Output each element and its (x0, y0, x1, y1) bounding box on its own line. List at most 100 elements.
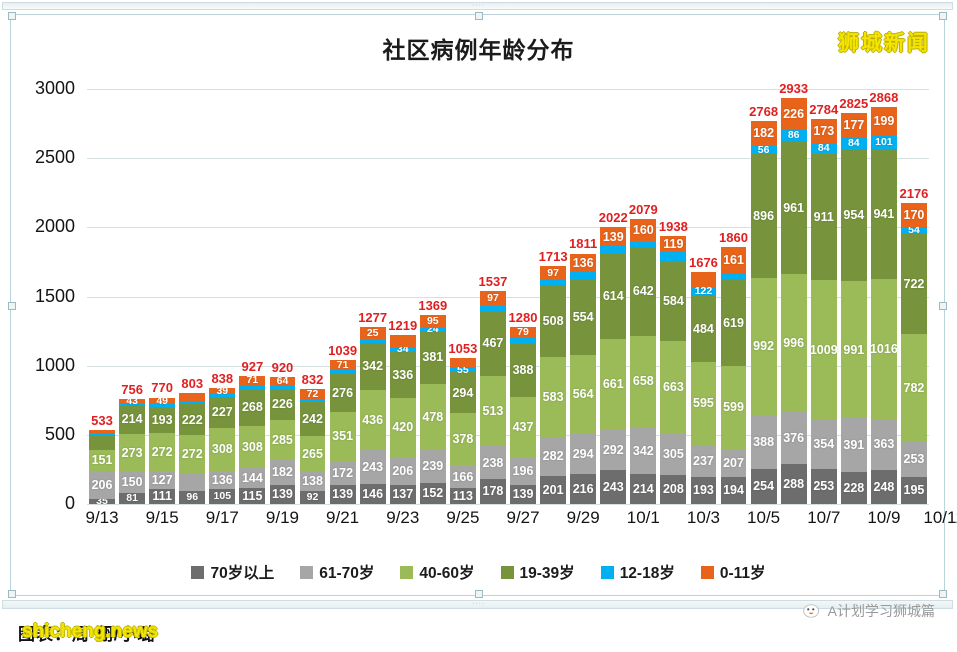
bar-segment: 139 (600, 227, 627, 247)
segment-value-label: 554 (572, 309, 594, 324)
segment-value-label: 206 (91, 477, 113, 492)
segment-value-label: 172 (332, 465, 354, 480)
legend-item[interactable]: 70岁以上 (191, 561, 274, 583)
segment-value-label: 146 (362, 486, 384, 501)
bar-column[interactable]: 111 127 272 193 49 770 (149, 380, 176, 504)
segment-value-label: 226 (783, 106, 805, 121)
legend-item[interactable]: 0-11岁 (700, 561, 766, 583)
bar-column[interactable]: 35 206 151 533 (89, 413, 115, 506)
segment-value-label: 248 (873, 479, 895, 494)
legend-item[interactable]: 12-18岁 (600, 561, 675, 583)
bar-segment: 336 (389, 352, 416, 399)
segment-value-label: 177 (843, 118, 865, 133)
bar-column[interactable]: 152 239 478 381 24 95 1369 (418, 298, 447, 504)
bar-segment: 239 (419, 449, 446, 483)
segment-value-label: 294 (452, 385, 474, 400)
legend-item[interactable]: 40-60岁 (400, 561, 475, 583)
resize-handle-bottom-left[interactable] (8, 590, 16, 598)
bar-segment (89, 430, 115, 434)
segment-value-label: 196 (512, 463, 534, 478)
top-resize-grip[interactable]: ···· (472, 2, 486, 9)
segment-value-label: 166 (452, 469, 474, 484)
bottom-resize-grip[interactable]: ···· (472, 600, 486, 607)
bar-column[interactable]: 137 206 420 336 34 1219 (388, 318, 417, 504)
segment-value-label: 71 (336, 358, 349, 371)
bar-segment (600, 246, 627, 254)
bar-segment: 138 (299, 472, 326, 492)
bar-segment: 97 (540, 265, 567, 280)
bar-column[interactable]: 139 172 351 276 71 1039 (328, 343, 357, 504)
bar-column[interactable]: 81 150 273 214 43 756 (119, 382, 146, 504)
legend-label: 70岁以上 (210, 565, 275, 582)
bar-column[interactable]: 146 243 436 342 25 1277 (358, 310, 387, 504)
bar-segment: 101 (870, 134, 897, 149)
bar-segment: 137 (389, 485, 416, 504)
bar-column[interactable]: 193 237 595 484 122 1676 (689, 255, 718, 504)
bar-column[interactable]: 115 144 308 268 71 927 (239, 359, 266, 504)
bar-segment: 248 (870, 469, 897, 504)
segment-value-label: 484 (693, 321, 714, 336)
segment-value-label: 276 (332, 386, 354, 401)
bar-column[interactable]: 195 253 782 722 54 170 2176 (899, 186, 928, 504)
resize-handle-top-left[interactable] (8, 12, 16, 20)
resize-handle-left-middle[interactable] (8, 302, 16, 310)
bar-segment: 144 (239, 468, 266, 489)
bar-total-label: 2079 (628, 202, 658, 218)
resize-handle-top-middle[interactable] (474, 12, 483, 20)
legend-swatch (500, 565, 514, 579)
bar-column[interactable]: 228 391 991 954 84 177 2825 (839, 96, 868, 504)
segment-value-label: 376 (783, 430, 805, 445)
resize-handle-top-right[interactable] (939, 12, 947, 20)
bar-column[interactable]: 113 166 378 294 55 1053 (448, 341, 477, 504)
bar-column[interactable]: 201 282 583 508 97 1713 (539, 249, 568, 504)
resize-handle-bottom-middle[interactable] (474, 590, 483, 598)
segment-value-label: 437 (512, 420, 534, 435)
resize-handle-bottom-right[interactable] (939, 590, 947, 598)
bar-total-label: 1219 (388, 318, 418, 334)
bar-column[interactable]: 139 182 285 226 64 920 (269, 360, 296, 504)
x-axis-tick-label: 9/27 (506, 508, 540, 527)
bar-segment: 178 (480, 479, 506, 504)
legend-item[interactable]: 19-39岁 (500, 561, 575, 583)
bar-column[interactable]: 178 238 513 467 97 1537 (478, 274, 507, 504)
bar-segment: 243 (600, 470, 627, 504)
segment-value-label: 388 (512, 363, 534, 378)
bar-column[interactable]: 288 376 996 961 86 226 2933 (779, 81, 808, 504)
bar-segment: 305 (660, 433, 687, 476)
bar-column[interactable]: 216 294 564 554 136 1811 (569, 236, 597, 504)
bar-column[interactable]: 194 207 599 619 161 1860 (719, 230, 748, 504)
segment-value-label: 336 (392, 368, 414, 382)
segment-value-label: 138 (302, 474, 323, 489)
legend-item[interactable]: 61-70岁 (300, 561, 374, 583)
bar-total-label: 770 (151, 380, 173, 396)
bar-column[interactable]: 243 292 661 614 139 2022 (599, 210, 628, 504)
bar-segment: 642 (630, 247, 657, 337)
legend-label: 19-39岁 (519, 565, 575, 582)
resize-handle-right-middle[interactable] (939, 302, 947, 310)
bar-column[interactable]: 105 136 308 227 39 838 (209, 371, 236, 504)
bar-segment (720, 273, 747, 281)
bar-column[interactable]: 254 388 992 896 56 182 2768 (749, 104, 778, 504)
bar-segment: 119 (660, 235, 687, 253)
segment-value-label: 137 (392, 487, 414, 502)
segment-value-label: 1016 (869, 341, 898, 356)
bar-segment (179, 401, 206, 405)
bar-segment: 658 (630, 336, 657, 428)
y-axis-tick-label: 2500 (34, 147, 75, 168)
bar-segment: 941 (870, 148, 897, 279)
bar-segment (449, 358, 476, 368)
chart-object[interactable]: 社区病例年龄分布 狮城新闻 0 500 1000 1500 2000 2500 3000 3… (8, 12, 957, 598)
bar-segment: 81 (119, 492, 146, 504)
bar-column[interactable]: 214 342 658 642 160 2079 (629, 202, 658, 504)
bar-column[interactable]: 139 196 437 388 79 1280 (509, 310, 537, 504)
segment-value-label: 391 (843, 438, 865, 453)
segment-value-label: 194 (723, 483, 744, 498)
bar-column[interactable]: 253 354 1009 911 84 173 2784 (809, 102, 838, 504)
y-axis-tick-label: 2000 (34, 216, 75, 237)
bar-column[interactable]: 96 272 222 803 (179, 376, 206, 504)
bar-segment: 228 (840, 472, 867, 504)
bar-column[interactable]: 208 305 663 584 119 1938 (659, 219, 688, 504)
bar-column[interactable]: 92 138 265 242 72 832 (299, 372, 326, 504)
bar-column[interactable]: 248 363 1016 941 101 199 2868 (869, 90, 898, 504)
